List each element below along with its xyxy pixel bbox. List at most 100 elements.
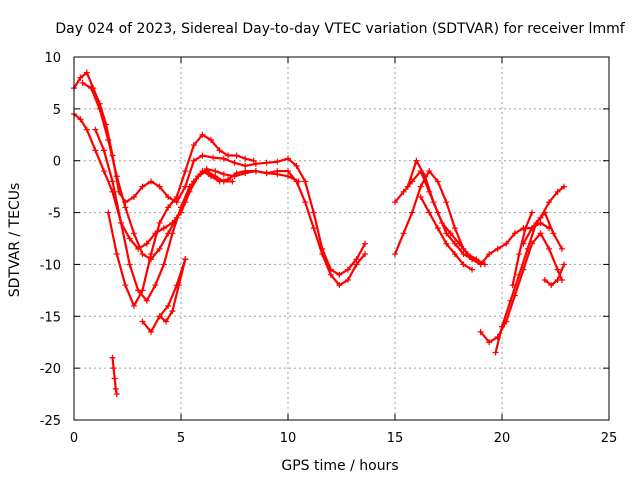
series-band: [522, 185, 566, 245]
data-point: [285, 173, 291, 180]
data-point: [186, 183, 193, 190]
data-point: [546, 245, 553, 252]
data-point: [522, 225, 529, 232]
data-point: [353, 261, 360, 268]
data-point: [203, 168, 210, 175]
data-point: [362, 251, 369, 258]
data-point: [207, 136, 214, 143]
data-point: [417, 183, 424, 190]
data-point: [336, 271, 343, 278]
data-point: [439, 219, 446, 226]
data-point: [216, 147, 223, 154]
data-point: [392, 199, 398, 206]
data-point: [122, 282, 129, 289]
data-point: [558, 245, 565, 252]
y-tick-label: 5: [53, 103, 61, 118]
data-point: [96, 105, 103, 112]
data-point: [113, 173, 120, 180]
x-tick-label: 10: [280, 431, 297, 446]
data-point: [156, 183, 163, 190]
data-point: [156, 245, 163, 252]
data-point: [528, 209, 535, 216]
data-point: [252, 168, 259, 175]
data-point: [242, 155, 249, 162]
y-tick-label: 0: [53, 155, 61, 170]
data-point: [139, 287, 146, 294]
data-point: [392, 251, 398, 258]
data-point: [430, 199, 437, 206]
data-point: [195, 173, 202, 180]
data-point: [285, 168, 291, 175]
data-point: [456, 240, 463, 247]
data-point: [156, 219, 163, 226]
data-point: [160, 261, 167, 268]
data-point: [199, 152, 206, 159]
x-axis-label: GPS time / hours: [281, 458, 398, 474]
data-point: [447, 230, 454, 237]
y-tick-label: -15: [40, 310, 61, 325]
data-point: [464, 251, 471, 258]
data-point: [477, 328, 484, 335]
y-axis-label: SDTVAR / TECUs: [7, 183, 23, 298]
data-point: [443, 240, 450, 247]
data-point: [548, 282, 555, 289]
data-point: [165, 194, 172, 201]
data-point: [417, 194, 424, 201]
data-point: [113, 251, 120, 258]
data-point: [148, 328, 155, 335]
data-point: [173, 194, 180, 201]
data-point: [511, 230, 518, 237]
data-point: [105, 209, 112, 216]
data-point: [550, 230, 557, 237]
data-point: [190, 142, 197, 149]
series-sat-j: [392, 168, 484, 268]
data-point: [152, 282, 159, 289]
data-point: [148, 178, 155, 185]
data-point: [139, 318, 146, 325]
data-point: [242, 168, 249, 175]
data-point: [175, 282, 182, 289]
data-point: [421, 173, 428, 180]
data-point: [362, 240, 369, 247]
data-point: [274, 171, 281, 178]
data-point: [165, 302, 172, 309]
data-point: [83, 126, 90, 133]
data-point: [451, 251, 458, 258]
data-point: [434, 178, 441, 185]
data-point: [173, 199, 180, 206]
data-point: [242, 162, 249, 169]
data-point: [285, 155, 291, 162]
data-point: [400, 230, 407, 237]
series-sat-h: [109, 354, 120, 398]
data-point: [229, 178, 236, 185]
data-point: [561, 183, 568, 190]
series-band: [406, 159, 486, 266]
data-point: [400, 188, 407, 195]
data-point: [77, 116, 84, 123]
data-point: [100, 168, 107, 175]
x-tick-label: 20: [494, 431, 511, 446]
data-point: [344, 276, 351, 283]
data-point: [139, 251, 146, 258]
data-point: [126, 261, 133, 268]
data-point: [160, 225, 167, 232]
data-point: [537, 230, 544, 237]
series-band: [511, 211, 534, 287]
data-point: [182, 168, 189, 175]
data-point: [233, 152, 240, 159]
data-point: [409, 209, 416, 216]
data-point: [130, 230, 137, 237]
data-point: [434, 225, 441, 232]
x-tick-label: 0: [70, 431, 78, 446]
data-point: [327, 271, 334, 278]
data-point: [182, 256, 189, 263]
data-point: [353, 256, 360, 263]
data-point: [426, 209, 433, 216]
data-point: [310, 209, 317, 216]
data-point: [210, 154, 217, 161]
chart-title: Day 024 of 2023, Sidereal Day-to-day VTE…: [55, 21, 625, 37]
data-point: [503, 240, 510, 247]
data-point: [507, 297, 514, 304]
data-point: [554, 188, 561, 195]
data-point: [516, 271, 523, 278]
